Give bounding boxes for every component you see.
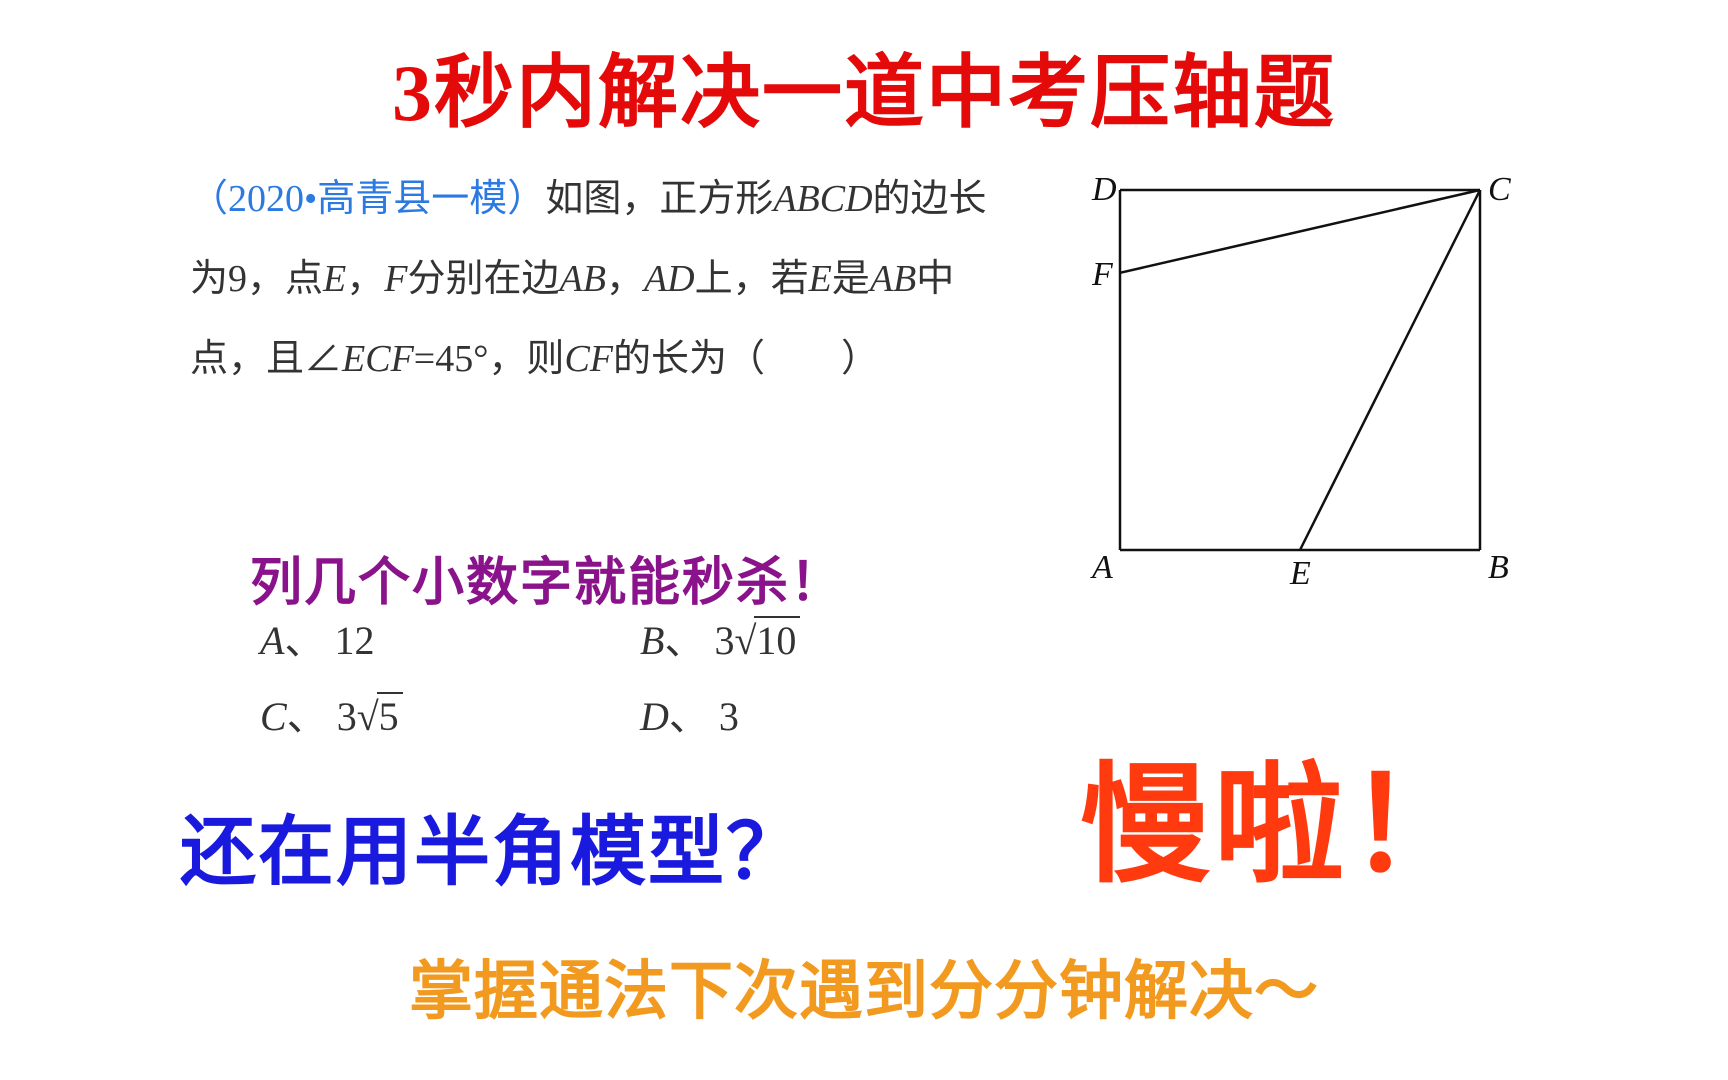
problem-statement: （2020•高青县一模）如图，正方形ABCD的边长为9，点E，F分别在边AB，A…	[190, 160, 1010, 399]
problem-text-4: 分别在边	[407, 258, 559, 300]
blue-question: 还在用半角模型？	[180, 790, 804, 900]
choice-a: A、 12	[260, 608, 640, 666]
headline-title: 3秒内解决一道中考压轴题	[0, 28, 1728, 144]
label-ab2: AB	[870, 258, 916, 300]
purple-tagline: 列几个小数字就能秒杀！	[250, 540, 844, 615]
label-ab: AB	[559, 258, 605, 300]
label-abcd: ABCD	[773, 178, 872, 220]
label-ecf: ECF	[342, 338, 414, 380]
choice-a-value: 12	[334, 618, 374, 663]
choice-c-sqrt: √5	[357, 693, 403, 740]
label-cf: CF	[564, 338, 613, 380]
svg-text:E: E	[1289, 555, 1311, 590]
slow-exclaim: 慢啦！	[1080, 720, 1482, 908]
choice-d-value: 3	[719, 694, 739, 739]
label-e2: E	[809, 258, 832, 300]
label-e: E	[323, 258, 346, 300]
choice-c-radicand: 5	[377, 692, 403, 739]
answer-choices: A、 12 B、 3√10 C、 3√5 D、 3	[260, 608, 1020, 742]
choice-c-label: C	[260, 694, 287, 739]
svg-text:A: A	[1090, 549, 1113, 586]
choice-a-sep: 、	[284, 618, 324, 663]
choice-a-label: A	[260, 618, 284, 663]
problem-source: （2020•高青县一模）	[190, 178, 545, 220]
choice-b-label: B	[640, 618, 664, 663]
diagram-svg: D C A B F E	[1080, 160, 1520, 590]
svg-text:F: F	[1091, 256, 1114, 293]
label-f: F	[384, 258, 407, 300]
svg-text:C: C	[1488, 171, 1511, 208]
svg-text:D: D	[1091, 171, 1117, 208]
orange-tagline: 掌握通法下次遇到分分钟解决～	[0, 940, 1728, 1032]
choice-b-radicand: 10	[754, 616, 800, 663]
choice-c-sep: 、	[287, 694, 327, 739]
problem-text-5: ，	[606, 258, 644, 300]
problem-text-10: 的长为（ ）	[613, 338, 879, 380]
choice-b-prefix: 3	[714, 618, 734, 663]
problem-text-3: ，	[346, 258, 384, 300]
choice-b-sep: 、	[664, 618, 704, 663]
label-ad: AD	[644, 258, 695, 300]
problem-text-7: 是	[832, 258, 870, 300]
problem-text-1: 如图，正方形	[545, 178, 773, 220]
choice-d: D、 3	[640, 684, 1020, 742]
choice-d-label: D	[640, 694, 669, 739]
geometry-diagram: D C A B F E	[1080, 160, 1520, 595]
choice-b: B、 3√10	[640, 608, 1020, 666]
choice-c-prefix: 3	[337, 694, 357, 739]
svg-text:B: B	[1488, 549, 1509, 586]
problem-text-6: 上，若	[695, 258, 809, 300]
problem-text-9: =45°，则	[414, 338, 565, 380]
choice-c: C、 3√5	[260, 684, 640, 742]
choice-b-sqrt: √10	[734, 617, 800, 664]
choice-d-sep: 、	[669, 694, 709, 739]
